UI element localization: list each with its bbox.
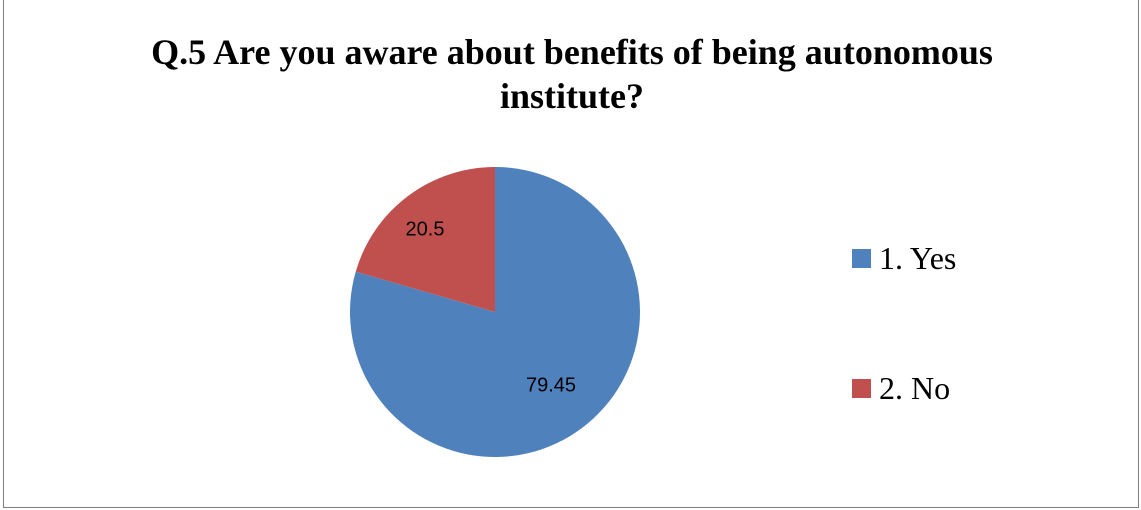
data-label-yes: 79.45 bbox=[526, 374, 576, 396]
chart-title-line-1: Q.5 Are you aware about benefits of bein… bbox=[151, 32, 993, 72]
pie-chart: 79.45 20.5 bbox=[350, 167, 640, 458]
legend-swatch-no bbox=[852, 378, 871, 398]
legend-label-no: 2. No bbox=[879, 369, 951, 406]
pie-slice-no bbox=[355, 167, 495, 312]
legend-label-yes: 1. Yes bbox=[879, 239, 957, 276]
chart-title-line-2: institute? bbox=[500, 76, 644, 116]
legend-item-yes: 1. Yes bbox=[852, 238, 956, 278]
legend-swatch-yes bbox=[852, 248, 871, 268]
chart-frame: Q.5 Are you aware about benefits of bein… bbox=[3, 0, 1139, 508]
data-label-no: 20.5 bbox=[406, 218, 445, 240]
chart-title: Q.5 Are you aware about benefits of bein… bbox=[4, 30, 1140, 118]
legend-item-no: 2. No bbox=[852, 368, 950, 408]
